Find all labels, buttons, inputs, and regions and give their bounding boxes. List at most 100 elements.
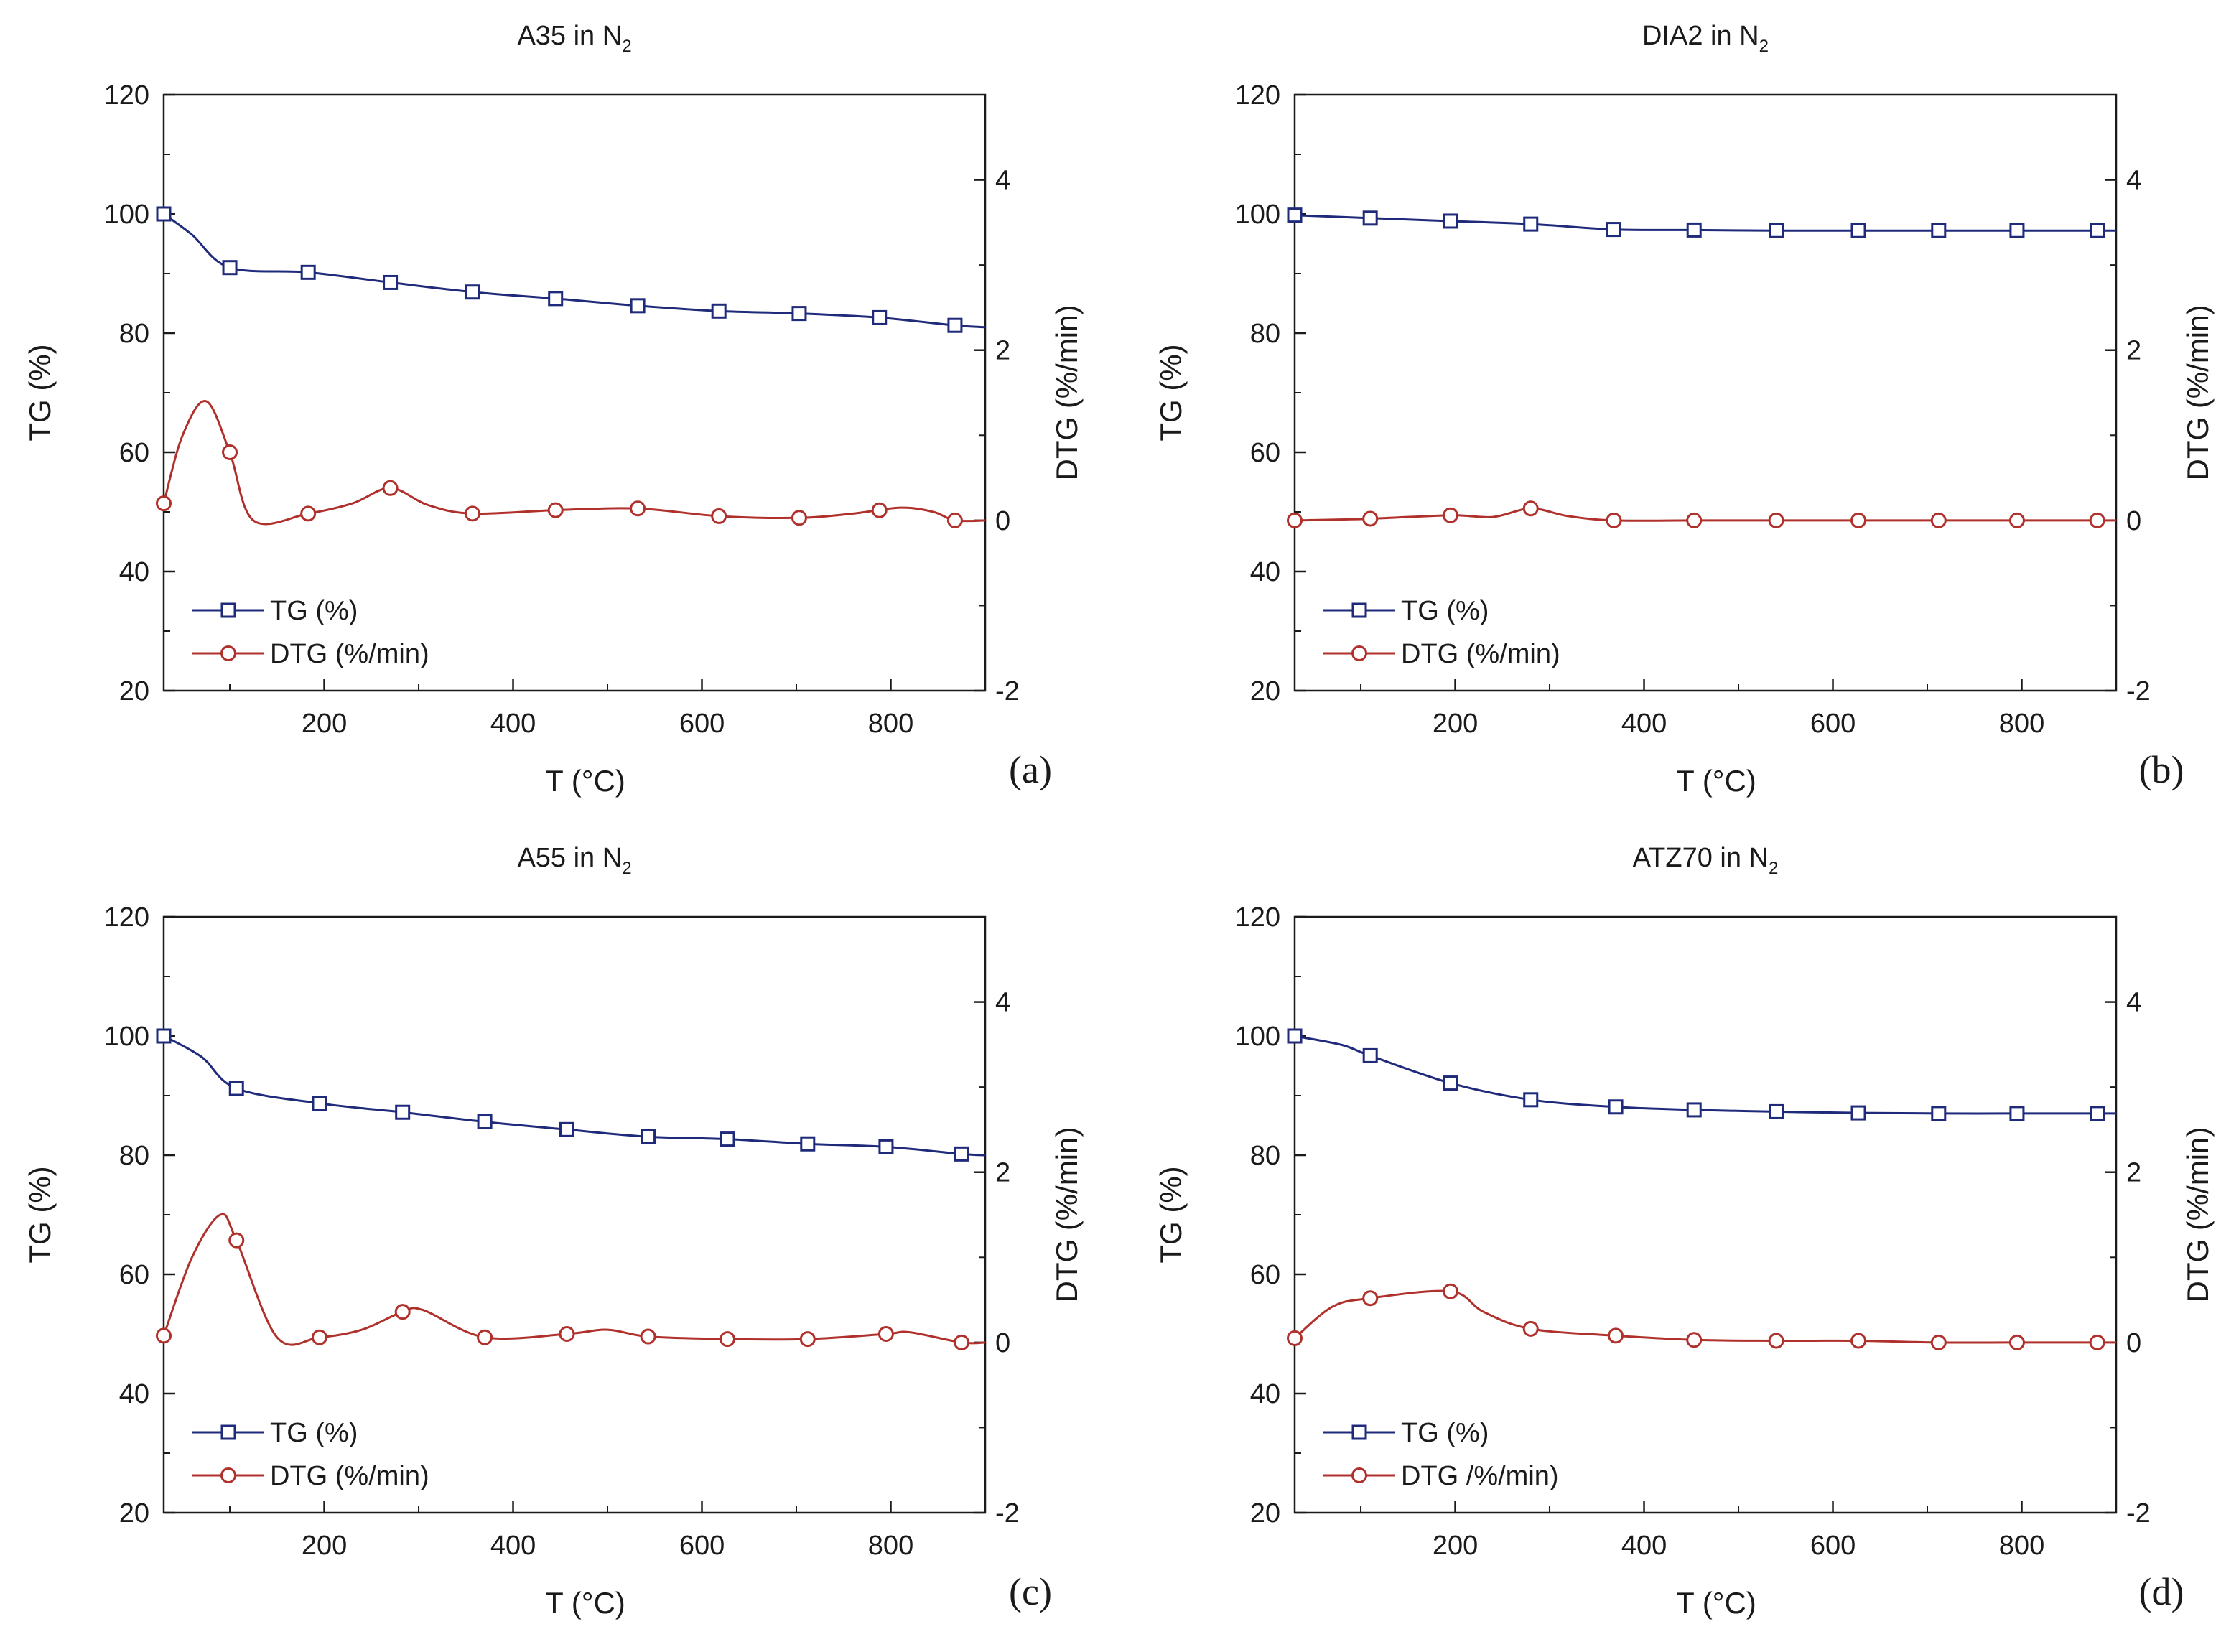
- x-tick-label: 400: [1621, 1531, 1667, 1561]
- dtg-point-marker: [1686, 512, 1703, 528]
- y-right-tick-label: 0: [995, 506, 1010, 536]
- y-right-axis-label: DTG (%/min): [1050, 1127, 1084, 1303]
- chart-title-subscript: 2: [622, 37, 631, 56]
- chart-title-subscript: 2: [622, 859, 631, 878]
- y-left-tick-label: 40: [119, 557, 149, 587]
- y-left-tick-label: 20: [119, 1498, 149, 1529]
- tg-point-marker: [791, 306, 807, 322]
- series-line-dtg: [162, 400, 986, 526]
- legend-marker-dtg: [220, 1467, 236, 1483]
- y-left-tick-label: 60: [119, 438, 149, 468]
- y-left-axis-label: TG (%): [23, 1166, 57, 1263]
- dtg-point-marker: [877, 1326, 894, 1342]
- dtg-point-marker: [1522, 500, 1539, 517]
- legend-marker-dtg: [1351, 645, 1367, 661]
- y-right-axis-label: DTG (%/min): [2181, 1127, 2215, 1303]
- x-tick-label: 200: [1433, 1531, 1478, 1561]
- tg-point-marker: [1362, 210, 1378, 226]
- dtg-point-marker: [1362, 510, 1379, 527]
- x-tick-label: 600: [1810, 709, 1856, 739]
- dtg-point-marker: [559, 1326, 575, 1342]
- y-right-tick-label: 0: [2126, 1328, 2141, 1358]
- tg-point-marker: [156, 206, 172, 222]
- x-axis-label: T (°C): [1676, 764, 1756, 798]
- y-left-tick-label: 100: [1235, 200, 1280, 230]
- y-right-tick-label: 2: [995, 336, 1010, 366]
- panel-label: (b): [2139, 748, 2184, 791]
- y-right-axis-label: DTG (%/min): [1050, 305, 1084, 481]
- legend-label-tg: TG (%): [1401, 1418, 1489, 1448]
- tg-point-marker: [1443, 213, 1458, 229]
- y-left-tick-label: 120: [104, 80, 149, 111]
- y-left-tick-label: 100: [1235, 1022, 1280, 1052]
- tg-point-marker: [1608, 1099, 1624, 1115]
- y-left-tick-label: 20: [119, 676, 149, 706]
- legend-marker-tg: [220, 602, 236, 618]
- dtg-point-marker: [382, 480, 399, 496]
- tg-point-marker: [947, 317, 963, 333]
- tg-point-marker: [1769, 223, 1784, 238]
- dtg-point-marker: [156, 495, 172, 512]
- dtg-point-marker: [2089, 1334, 2105, 1350]
- tg-point-marker: [2009, 1106, 2025, 1121]
- y-right-tick-label: -2: [995, 1498, 1020, 1529]
- y-right-tick-label: 2: [995, 1158, 1010, 1188]
- dtg-point-marker: [300, 505, 317, 522]
- tg-point-marker: [465, 284, 480, 300]
- tg-point-marker: [1523, 1092, 1539, 1108]
- series-line-dtg: [1294, 507, 2116, 522]
- y-right-tick-label: 0: [995, 1328, 1010, 1358]
- y-left-axis-label: TG (%): [23, 344, 57, 441]
- dtg-point-marker: [711, 508, 727, 524]
- x-tick-label: 800: [1999, 709, 2044, 739]
- x-tick-label: 200: [302, 1531, 347, 1561]
- tg-point-marker: [720, 1131, 735, 1147]
- tg-point-marker: [1931, 1106, 1947, 1121]
- dtg-point-marker: [1850, 512, 1867, 528]
- panel-label: (d): [2139, 1570, 2184, 1613]
- y-left-tick-label: 60: [1250, 438, 1280, 468]
- legend-marker-tg: [220, 1424, 236, 1440]
- dtg-point-marker: [311, 1329, 327, 1345]
- tg-point-marker: [2090, 1106, 2105, 1121]
- tg-point-marker: [800, 1136, 816, 1152]
- legend-marker-dtg: [1351, 1467, 1367, 1483]
- tg-point-marker: [477, 1114, 493, 1130]
- tg-point-marker: [2009, 223, 2025, 238]
- tg-point-marker: [222, 260, 238, 276]
- y-left-tick-label: 20: [1250, 1498, 1280, 1529]
- chart-title: DIA2 in N2: [1642, 21, 1769, 56]
- tg-point-marker: [548, 291, 564, 307]
- y-right-tick-label: 0: [2126, 506, 2141, 536]
- y-left-tick-label: 80: [119, 319, 149, 349]
- x-tick-label: 800: [868, 709, 913, 739]
- dtg-point-marker: [222, 444, 238, 460]
- x-tick-label: 800: [1999, 1531, 2044, 1561]
- y-left-tick-label: 120: [1235, 80, 1280, 111]
- legend-marker-tg: [1351, 602, 1367, 618]
- tg-point-marker: [711, 303, 727, 319]
- dtg-point-marker: [1608, 1327, 1624, 1344]
- dtg-point-marker: [871, 502, 888, 518]
- y-right-axis-label: DTG (%/min): [2181, 305, 2215, 481]
- dtg-point-marker: [1362, 1290, 1379, 1307]
- x-tick-label: 200: [302, 709, 347, 739]
- dtg-point-marker: [1930, 512, 1947, 528]
- y-right-tick-label: -2: [2126, 1498, 2151, 1529]
- chart-title: ATZ70 in N2: [1633, 843, 1779, 878]
- tg-point-marker: [1686, 1102, 1702, 1118]
- dtg-point-marker: [228, 1232, 245, 1249]
- dtg-point-marker: [1768, 1333, 1784, 1349]
- tg-point-marker: [559, 1121, 574, 1137]
- tg-point-marker: [2090, 223, 2105, 238]
- y-right-tick-label: -2: [995, 676, 1020, 706]
- dtg-point-marker: [1522, 1320, 1539, 1337]
- tg-point-marker: [872, 309, 888, 325]
- dtg-point-marker: [1606, 512, 1622, 528]
- series-line-tg: [163, 1035, 986, 1157]
- y-left-tick-label: 20: [1250, 676, 1280, 706]
- y-right-tick-label: 4: [995, 988, 1010, 1018]
